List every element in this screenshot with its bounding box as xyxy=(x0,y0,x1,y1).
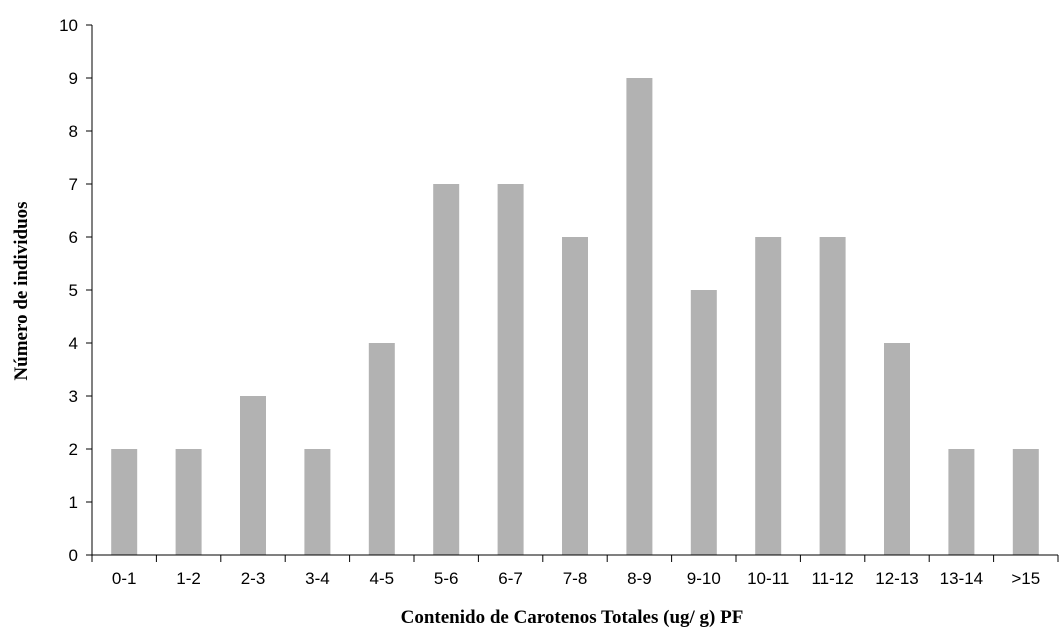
x-tick-label: 12-13 xyxy=(875,569,918,588)
y-tick-label: 6 xyxy=(69,228,78,247)
y-tick-label: 8 xyxy=(69,122,78,141)
x-tick-label: 0-1 xyxy=(112,569,137,588)
bar-1 xyxy=(175,449,202,555)
y-axis-title: Número de individuos xyxy=(11,201,32,380)
y-tick-label: 9 xyxy=(69,69,78,88)
y-tick-label: 3 xyxy=(69,387,78,406)
x-tick-label: 10-11 xyxy=(747,569,789,588)
x-tick-label: 5-6 xyxy=(434,569,459,588)
bar-11 xyxy=(819,237,846,555)
bar-10 xyxy=(755,237,782,555)
x-tick-label: 7-8 xyxy=(563,569,588,588)
y-tick-label: 4 xyxy=(69,334,78,353)
bar-7 xyxy=(562,237,588,555)
x-tick-label: 13-14 xyxy=(940,569,983,588)
bar-0 xyxy=(111,449,138,555)
y-tick-label: 10 xyxy=(59,16,78,35)
x-tick-label: 8-9 xyxy=(627,569,652,588)
y-axis: 0 1 2 3 4 5 6 7 8 9 10 xyxy=(59,16,93,565)
y-tick-label: 0 xyxy=(69,546,78,565)
y-tick-label: 2 xyxy=(69,440,78,459)
x-tick-label: 4-5 xyxy=(370,569,395,588)
x-tick-label: 9-10 xyxy=(687,569,721,588)
bar-4 xyxy=(368,343,395,555)
bar-13 xyxy=(948,449,975,555)
bar-9 xyxy=(690,290,717,555)
x-tick-label: 1-2 xyxy=(176,569,201,588)
bar-3 xyxy=(304,449,331,555)
bar-5 xyxy=(433,184,460,555)
y-tick-label: 5 xyxy=(69,281,78,300)
x-axis: 0-1 1-2 2-3 3-4 4-5 5-6 6-7 7-8 8-9 9-10 10-11 11-1… xyxy=(91,554,1059,588)
x-tick-label: 11-12 xyxy=(811,569,853,588)
bar-2 xyxy=(240,396,266,555)
bar-12 xyxy=(884,343,910,555)
x-tick-label: 2-3 xyxy=(241,569,266,588)
bars-group xyxy=(111,78,1039,555)
bar-8 xyxy=(626,78,653,555)
y-tick-label: 1 xyxy=(69,493,78,512)
bar-14 xyxy=(1012,449,1039,555)
x-tick-label: 3-4 xyxy=(305,569,330,588)
x-axis-title: Contenido de Carotenos Totales (ug/ g) P… xyxy=(401,607,744,628)
y-tick-label: 7 xyxy=(69,175,78,194)
bar-6 xyxy=(497,184,524,555)
x-tick-label: >15 xyxy=(1011,569,1040,588)
x-tick-label: 6-7 xyxy=(498,569,523,588)
